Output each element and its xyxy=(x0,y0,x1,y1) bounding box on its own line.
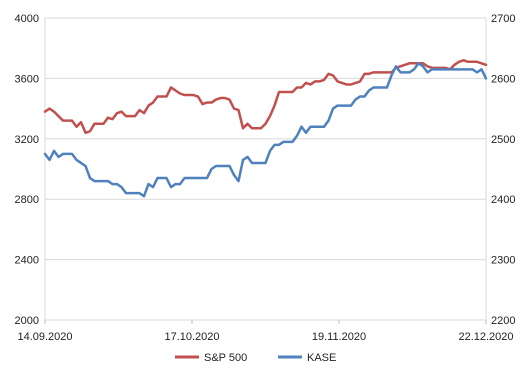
y-right-tick-label: 2300 xyxy=(491,255,515,267)
y-left-tick-label: 2400 xyxy=(15,255,39,267)
x-tick-label: 14.09.2020 xyxy=(17,331,72,343)
y-right-tick-label: 2400 xyxy=(491,194,515,206)
y-left-tick-label: 3600 xyxy=(15,73,39,85)
y-right-tick-label: 2600 xyxy=(491,73,515,85)
series-line-sp500 xyxy=(43,59,488,135)
x-tick-label: 22.12.2020 xyxy=(458,331,513,343)
legend-label-sp500: S&P 500 xyxy=(204,352,247,364)
right-axis: 2200 2300 2400 2500 2600 2700 xyxy=(491,13,515,327)
series-line-kase xyxy=(43,62,488,198)
y-left-tick-label: 2000 xyxy=(15,315,39,327)
left-axis: 2000 2400 2800 3200 3600 4000 xyxy=(15,13,39,327)
plot-area-border xyxy=(44,17,487,321)
series-layer xyxy=(43,59,488,198)
y-left-tick-label: 2800 xyxy=(15,194,39,206)
y-right-tick-label: 2500 xyxy=(491,134,515,146)
x-tick-label: 19.11.2020 xyxy=(312,331,366,343)
legend: S&P 500 KASE xyxy=(175,352,336,364)
legend-label-kase: KASE xyxy=(307,352,336,364)
x-tick-label: 17.10.2020 xyxy=(164,331,219,343)
y-left-tick-label: 4000 xyxy=(15,13,39,25)
y-left-tick-label: 3200 xyxy=(15,134,39,146)
y-right-tick-label: 2700 xyxy=(491,13,515,25)
y-right-tick-label: 2200 xyxy=(491,315,515,327)
x-axis: 14.09.2020 17.10.2020 19.11.2020 22.12.2020 xyxy=(17,320,514,343)
